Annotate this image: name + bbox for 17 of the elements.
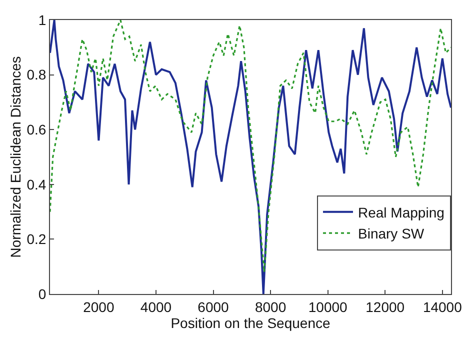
x-tick-label: 6000 xyxy=(198,298,230,315)
legend-label: Real Mapping xyxy=(358,204,444,220)
x-tick-label: 2000 xyxy=(83,298,114,315)
y-tick-label: 1 xyxy=(38,12,46,28)
x-tick-label: 12000 xyxy=(366,298,405,315)
y-tick-label: 0.4 xyxy=(26,176,46,192)
x-tick-label: 4000 xyxy=(140,298,172,315)
y-tick-label: 0 xyxy=(38,286,46,302)
y-tick-label: 0.2 xyxy=(26,231,46,248)
y-tick-label: 0.6 xyxy=(26,122,46,138)
y-tick-label: 0.8 xyxy=(26,66,46,83)
y-axis-title: Normalized Euclidean Distances xyxy=(7,56,24,258)
x-tick-label: 8000 xyxy=(254,298,286,315)
x-axis-title: Position on the Sequence xyxy=(170,314,330,331)
x-tick-label: 10000 xyxy=(308,298,348,315)
legend-label: Binary SW xyxy=(358,226,425,242)
x-tick-label: 14000 xyxy=(422,298,462,315)
